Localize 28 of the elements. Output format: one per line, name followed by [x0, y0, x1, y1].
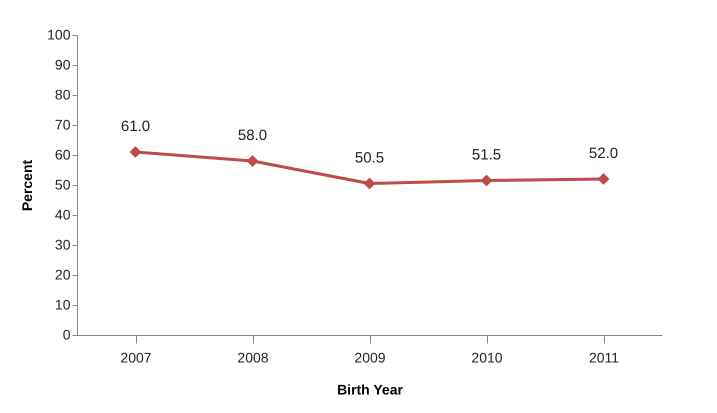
y-tick-label: 40: [54, 206, 71, 222]
y-tick-label: 20: [54, 266, 71, 282]
data-label: 61.0: [120, 118, 150, 135]
y-axis-title: Percent: [19, 159, 36, 212]
point: [246, 155, 258, 167]
x-tick-label: 2009: [354, 350, 386, 366]
y-tick-label: 30: [54, 236, 71, 252]
data-label: 50.5: [354, 150, 384, 166]
y-tick-label: 60: [54, 146, 71, 162]
point: [480, 174, 492, 186]
y-tick-label: 80: [54, 86, 71, 102]
data-label: 52.0: [588, 145, 618, 162]
point: [130, 146, 142, 158]
x-axis-title: Birth Year: [337, 382, 404, 398]
x-tick-label: 2010: [471, 350, 503, 366]
x-tick-label: 2008: [237, 350, 269, 366]
y-tick-label: 100: [47, 26, 71, 42]
y-tick-label: 70: [54, 116, 71, 132]
point: [364, 178, 376, 190]
data-label: 58.0: [238, 127, 268, 144]
point: [598, 173, 610, 185]
y-tick-label: 0: [62, 326, 71, 342]
y-tick-label: 90: [54, 56, 71, 72]
y-tick-label: 50: [54, 176, 71, 192]
x-tick-label: 2007: [120, 350, 152, 366]
x-tick-label: 2011: [588, 350, 620, 366]
y-tick-label: 10: [54, 296, 71, 312]
data-label: 51.5: [472, 146, 502, 164]
